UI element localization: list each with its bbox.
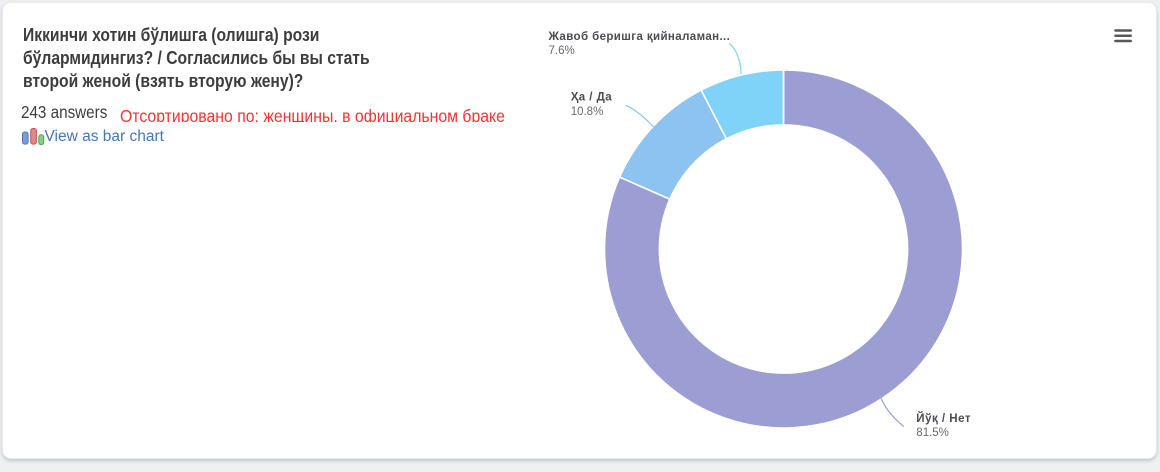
svg-text:Ҳа / Да: Ҳа / Да (571, 92, 613, 104)
svg-text:7.6%: 7.6% (549, 45, 575, 57)
svg-text:81.5%: 81.5% (916, 427, 949, 439)
svg-text:10.8%: 10.8% (571, 106, 604, 118)
svg-text:Йўқ / Нет: Йўқ / Нет (916, 412, 971, 425)
svg-text:Жавоб беришга қийналаман...: Жавоб беришга қийналаман... (548, 31, 731, 43)
